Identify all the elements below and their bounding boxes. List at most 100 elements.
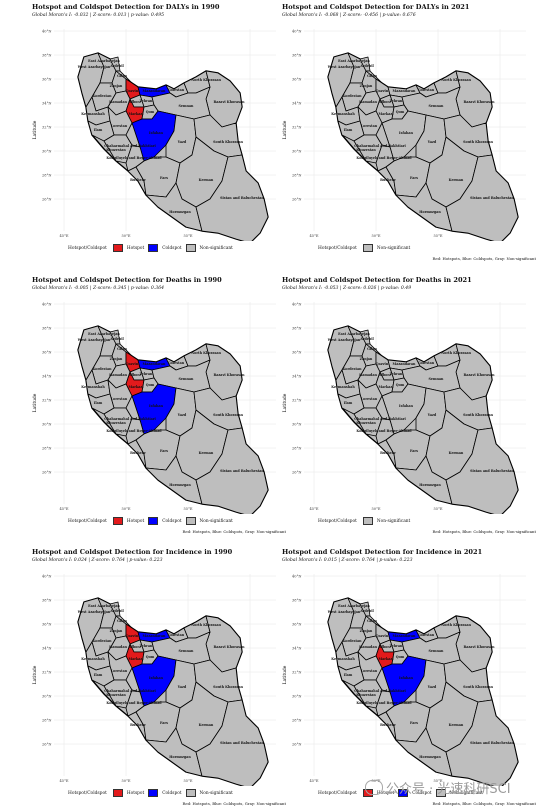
- province-label: Zanjan: [360, 84, 373, 88]
- province-label: Sistan and Baluchestan: [470, 196, 514, 200]
- province-label: Kerman: [199, 451, 214, 455]
- lat-tick-label: 36°N: [292, 350, 302, 354]
- province-label: Kohgiluyeh and Boyer-Ahmad: [356, 701, 412, 705]
- lon-tick-label: 55°E: [184, 779, 193, 783]
- legend-caption: Red: Hotspots, Blue: Coldspots, Gray: No…: [432, 801, 537, 806]
- legend-nonsignificant-label: Non-significant: [449, 790, 483, 796]
- wechat-icon: [365, 779, 383, 795]
- province-label: Hamadan: [109, 373, 127, 377]
- province-label: West Azarbayejan: [77, 610, 111, 614]
- province-label: Bushehr: [130, 178, 146, 182]
- lon-tick-label: 45°E: [60, 234, 69, 238]
- province-label: Kordestan: [92, 367, 112, 371]
- province-label: South Khorasan: [213, 413, 243, 417]
- province-label: Zanjan: [360, 629, 373, 633]
- province-label: East Azarbayejan: [88, 59, 120, 63]
- province-label: North Khorasan: [191, 623, 221, 627]
- iran-map: 45°E50°E55°E60°E40°N38°N36°N34°N32°N30°N…: [283, 570, 530, 786]
- province-label: Zanjan: [360, 357, 373, 361]
- legend-nonsignificant-swatch: [435, 789, 446, 797]
- province-label: Hamadan: [359, 645, 377, 649]
- province-label: Chaharmahal and Bakhtiari: [104, 689, 156, 693]
- province-label: East Azarbayejan: [88, 604, 120, 608]
- province-label: Qazvin: [376, 634, 389, 638]
- province-label: Razavi Khorasan: [463, 373, 495, 377]
- lat-tick-label: 28°N: [42, 718, 52, 722]
- legend-nonsignificant-swatch: [185, 244, 196, 252]
- lon-tick-label: 45°E: [60, 779, 69, 783]
- province-label: Mazandaran: [393, 634, 417, 638]
- lon-tick-label: 50°E: [122, 779, 131, 783]
- province-label: Mazandaran: [393, 89, 417, 93]
- province-label: Mazandaran: [143, 362, 167, 366]
- legend-title: Hotspot/Coldspot: [68, 790, 107, 796]
- lat-tick-label: 36°N: [42, 622, 52, 626]
- province-label: Khuzestan: [106, 693, 126, 697]
- province-label: Khuzestan: [356, 148, 376, 152]
- lat-tick-label: 30°N: [292, 149, 302, 153]
- legend-coldspot-swatch: [398, 789, 409, 797]
- province-label: Golestan: [418, 361, 435, 365]
- province-label: Chaharmahal and Bakhtiari: [104, 417, 156, 421]
- province-label: Kermanshah: [331, 657, 355, 661]
- map-panel-dalys-2021: Hotspot and Coldspot Detection for DALYs…: [280, 3, 540, 261]
- province-label: Hormozgan: [419, 210, 441, 214]
- province-label: Yazd: [177, 685, 187, 689]
- y-axis-label: Latitude: [283, 665, 288, 684]
- province-label: Semnan: [179, 649, 195, 653]
- province-label: Mazandaran: [143, 89, 167, 93]
- province-label: Kerman: [449, 178, 464, 182]
- province-label: Fars: [160, 176, 168, 180]
- lat-tick-label: 38°N: [42, 326, 52, 330]
- lon-tick-label: 50°E: [372, 507, 381, 511]
- province-label: Bushehr: [130, 723, 146, 727]
- province-label: Kordestan: [92, 94, 112, 98]
- province-label: Hamadan: [359, 100, 377, 104]
- province-label: Khuzestan: [356, 421, 376, 425]
- province-label: Fars: [160, 449, 168, 453]
- province-label: Qom: [146, 383, 155, 387]
- province-label: Kerman: [199, 723, 214, 727]
- lat-tick-label: 26°N: [292, 742, 302, 746]
- watermark-text: 公众号 · 光速科研SCI: [386, 781, 511, 797]
- province-label: East Azarbayejan: [338, 332, 370, 336]
- province-label: Markazi: [378, 657, 394, 661]
- lat-tick-label: 40°N: [292, 574, 302, 578]
- province-label: Razavi Khorasan: [213, 373, 245, 377]
- legend-coldspot-swatch: [148, 789, 159, 797]
- legend-hotspot-label: Hotspot: [126, 245, 145, 251]
- province-label: Lorestan: [361, 124, 378, 128]
- province-label: Bushehr: [380, 178, 396, 182]
- lat-tick-label: 34°N: [42, 101, 52, 105]
- province-label: West Azarbayejan: [327, 338, 361, 342]
- province-label: Gilan: [367, 347, 377, 351]
- province-label: Mazandaran: [143, 634, 167, 638]
- province-label: South Khorasan: [463, 685, 493, 689]
- panel-subtitle: Global Moran's I: -0.053 | Z-score: 0.02…: [282, 286, 412, 291]
- province-label: Kohgiluyeh and Boyer-Ahmad: [356, 429, 412, 433]
- lat-tick-label: 30°N: [292, 422, 302, 426]
- province-label: Lorestan: [111, 124, 128, 128]
- lat-tick-label: 36°N: [42, 350, 52, 354]
- province-label: Tehran: [390, 99, 403, 103]
- province-label: Fars: [410, 721, 418, 725]
- province-label: Kerman: [449, 723, 464, 727]
- legend-hotspot-swatch: [112, 517, 123, 525]
- province-label: Bushehr: [130, 451, 146, 455]
- province-label: North Khorasan: [441, 351, 471, 355]
- province-label: Kohgiluyeh and Boyer-Ahmad: [106, 701, 162, 705]
- province-label: Qom: [396, 383, 405, 387]
- province-label: Kermanshah: [331, 385, 355, 389]
- province-label: Golestan: [418, 633, 435, 637]
- map-panel-incidence-1990: Hotspot and Coldspot Detection for Incid…: [30, 548, 290, 806]
- panel-subtitle: Global Moran's I: 0.015 | Z-score: 0.764…: [282, 558, 413, 563]
- province-label: Razavi Khorasan: [463, 100, 495, 104]
- legend: Hotspot/Coldspot Non-significant: [318, 243, 410, 253]
- province-label: Ardebil: [109, 64, 124, 68]
- province-label: Ardebil: [109, 337, 124, 341]
- panel-subtitle: Global Moran's I: -0.068 | Z-score: -0.4…: [282, 13, 416, 18]
- province-label: Semnan: [429, 104, 445, 108]
- province-label: Alborz: [378, 100, 391, 104]
- province-label: Lorestan: [361, 397, 378, 401]
- lat-tick-label: 34°N: [292, 374, 302, 378]
